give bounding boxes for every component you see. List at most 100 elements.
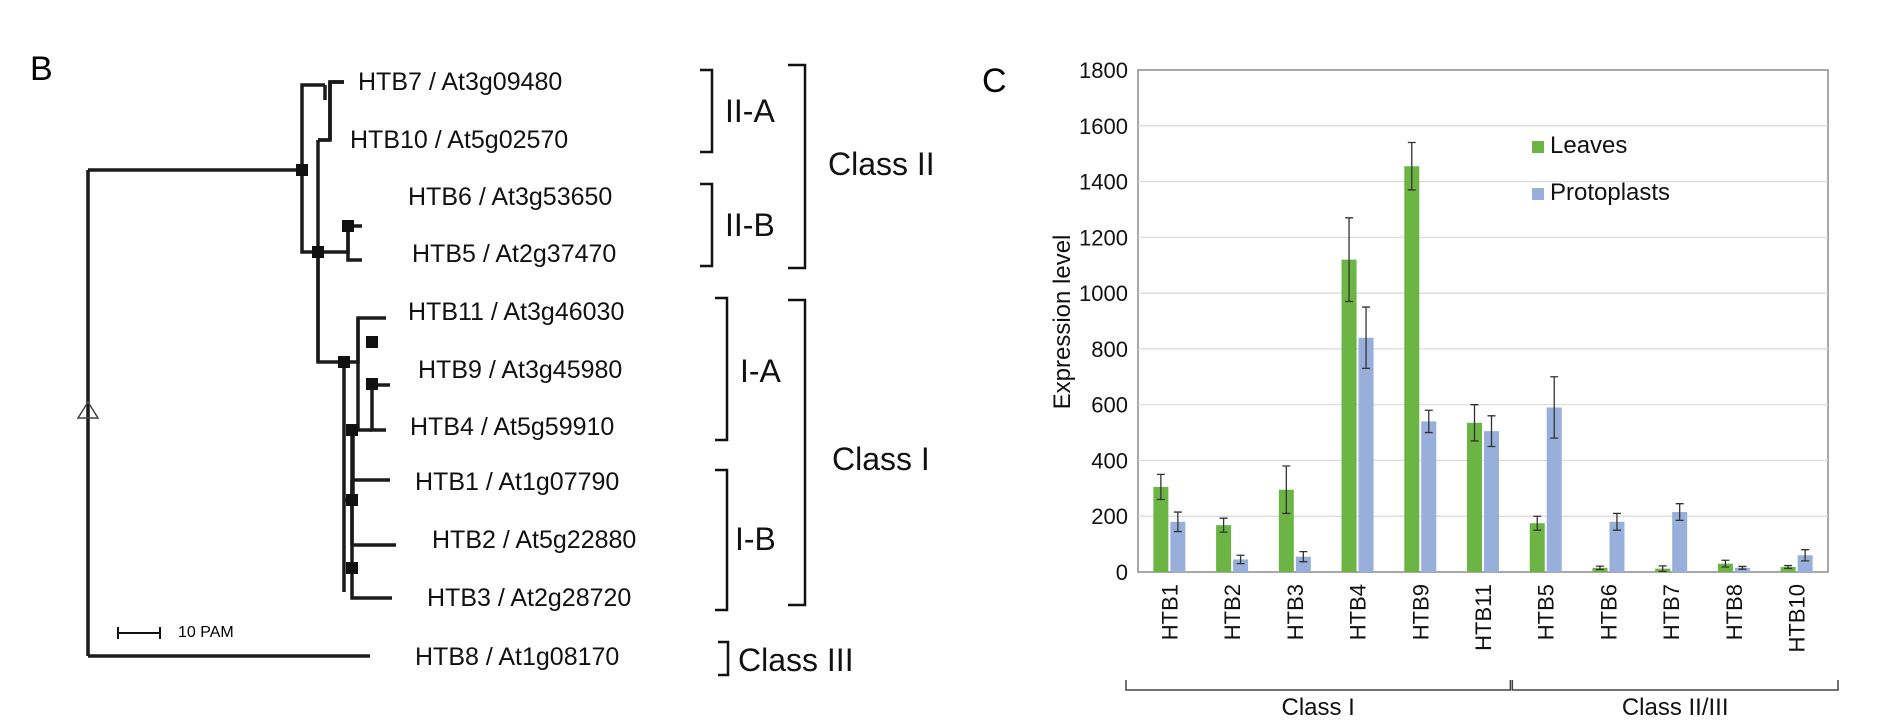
bar-leaves [1780, 566, 1796, 572]
error-bar [1282, 465, 1291, 515]
x-tick-labels: HTB1 HTB2 HTB3 HTB4 HTB9 HTB11 HTB5 HTB6 HTB7 HTB… [1157, 584, 1809, 652]
error-bar [1173, 511, 1182, 533]
x-tick-label: HTB10 [1785, 584, 1810, 652]
legend: Leaves Protoplasts [1532, 132, 1670, 206]
error-bar [1721, 559, 1730, 568]
bracket-class-ii [788, 63, 807, 270]
y-tick-label: 1400 [1079, 170, 1128, 195]
subgroup-label: II-A [725, 93, 775, 129]
bar-leaves [1467, 422, 1482, 572]
panel-c-label: C [982, 62, 1007, 100]
bar-protoplasts [1295, 556, 1311, 572]
leaf-label: HTB6 / At3g53650 [408, 183, 612, 211]
y-tick-label: 200 [1091, 504, 1128, 529]
bracket-ii-a [700, 68, 714, 154]
bracket-class-i [788, 298, 807, 607]
legend-swatch [1532, 141, 1544, 153]
plot-area [1137, 69, 1829, 573]
legend-swatch [1532, 188, 1544, 200]
tree-node [338, 356, 350, 368]
bracket-class-iii [718, 640, 730, 677]
x-tick-label: HTB3 [1283, 584, 1308, 640]
subgroup-label: I-A [740, 353, 782, 389]
bar-leaves [1278, 489, 1294, 572]
leaf-label: HTB9 / At3g45980 [418, 356, 622, 384]
error-bar [1470, 404, 1479, 442]
x-tick-label: HTB11 [1471, 584, 1496, 651]
error-bar [1612, 512, 1621, 531]
bracket-i-a [715, 296, 729, 442]
tree-node [346, 562, 358, 574]
panel-c: C 0 200 400 600 800 1000 1200 1400 1600 1800 Expr… [982, 58, 1839, 721]
bracket-ii-b [700, 182, 714, 268]
x-tick-label: HTB7 [1659, 584, 1684, 640]
leaf-label: HTB3 / At2g28720 [427, 584, 631, 612]
bar-protoplasts [1609, 521, 1625, 572]
class-label: Class I [832, 441, 930, 477]
panel-b-label: B [30, 50, 53, 88]
leaf-label: HTB5 / At2g37470 [412, 240, 616, 268]
y-tick-labels: 0 200 400 600 800 1000 1200 1400 1600 1800 [1079, 58, 1128, 585]
y-tick-label: 600 [1091, 393, 1128, 418]
subgroup-label: II-B [725, 207, 775, 243]
error-bar [1784, 564, 1793, 570]
group-label: Class I [1282, 694, 1355, 721]
error-bar [1299, 550, 1308, 563]
error-bar [1156, 473, 1165, 501]
tree-node [296, 164, 308, 176]
subgroup-brackets [700, 63, 807, 677]
bar-protoplasts [1170, 521, 1186, 572]
tree-node [312, 246, 324, 258]
scale-bar-label: 10 PAM [178, 624, 234, 641]
error-bar [1487, 415, 1496, 448]
gridlines [1138, 125, 1828, 517]
leaf-label: HTB7 / At3g09480 [358, 68, 562, 96]
y-tick-label: 1800 [1079, 58, 1128, 83]
class-label: Class II [828, 146, 935, 182]
y-tick-label: 1200 [1079, 225, 1128, 250]
tree-node [346, 424, 358, 436]
legend-label: Leaves [1550, 132, 1627, 159]
error-bar [1362, 306, 1371, 370]
tree-node [366, 336, 378, 348]
bar-protoplasts [1421, 421, 1437, 572]
bar-protoplasts [1358, 337, 1374, 572]
leaf-label: HTB1 / At1g07790 [415, 468, 619, 496]
error-bar [1738, 565, 1747, 570]
group-label: Class II/III [1622, 694, 1729, 721]
bar-protoplasts [1797, 555, 1813, 572]
leaf-label: HTB2 / At5g22880 [432, 526, 636, 554]
x-tick-label: HTB6 [1596, 584, 1621, 640]
bracket-i-b [715, 468, 729, 612]
bar-leaves [1404, 166, 1420, 572]
root-triangle-icon [76, 400, 100, 419]
bar-protoplasts [1672, 512, 1688, 572]
y-tick-label: 1000 [1079, 281, 1128, 306]
x-tick-label: HTB8 [1722, 584, 1747, 640]
x-tick-label: HTB5 [1534, 584, 1559, 640]
bar-leaves [1529, 523, 1545, 572]
bar-protoplasts [1484, 431, 1499, 572]
y-tick-label: 0 [1116, 560, 1128, 585]
tree-node [342, 220, 354, 232]
group-labels: II-A II-B I-A I-B Class II Class I Class… [725, 93, 935, 678]
x-tick-label: HTB4 [1346, 584, 1371, 640]
leaf-label: HTB4 / At5g59910 [410, 413, 614, 441]
tree-nodes [296, 164, 378, 574]
y-tick-label: 1600 [1079, 114, 1128, 139]
bar-leaves [1153, 486, 1169, 572]
x-tick-label: HTB1 [1157, 584, 1182, 640]
group-bracket [1125, 680, 1512, 691]
error-bars [1156, 141, 1810, 573]
error-bar [1219, 517, 1228, 533]
error-bar [1550, 376, 1559, 439]
x-group-brackets: Class I Class II/III [1125, 680, 1839, 721]
bar-protoplasts [1546, 407, 1562, 572]
error-bar [1675, 503, 1684, 522]
error-bar [1801, 549, 1810, 562]
x-tick-label: HTB9 [1408, 584, 1433, 640]
leaf-label: HTB8 / At1g08170 [415, 643, 619, 671]
x-tick-label: HTB2 [1220, 584, 1245, 640]
bars [1153, 166, 1813, 572]
error-bar [1533, 515, 1542, 531]
